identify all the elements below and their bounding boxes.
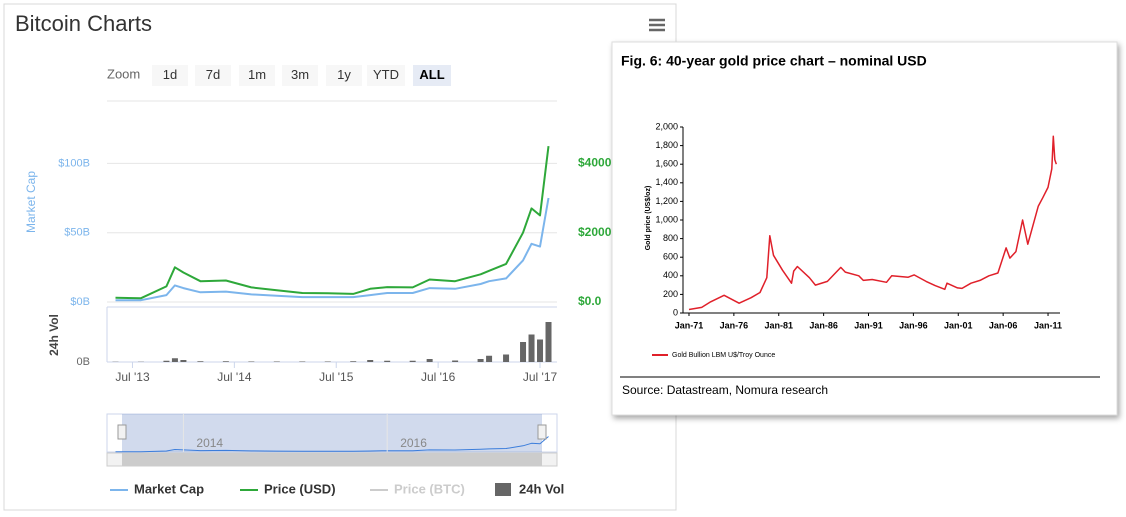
x-tick-label: Jul '13 xyxy=(115,370,150,384)
legend-label[interactable]: Price (USD) xyxy=(264,481,336,496)
gold-panel xyxy=(611,41,1118,416)
y3-axis-title: 24h Vol xyxy=(47,314,61,356)
vol-bar xyxy=(486,355,493,362)
y-tick-label: 600 xyxy=(663,252,678,262)
zoom-button-label[interactable]: 1m xyxy=(248,67,266,82)
navigator-handle[interactable] xyxy=(537,424,547,440)
x-tick-label: Jan-01 xyxy=(944,320,973,330)
vol-bar xyxy=(197,361,204,362)
y-tick-label: 200 xyxy=(663,289,678,299)
x-tick-label: Jan-71 xyxy=(675,320,704,330)
vol-bar xyxy=(171,358,178,362)
y-tick-label: 2,000 xyxy=(655,121,678,131)
zoom-button[interactable] xyxy=(367,65,405,86)
x-tick-label: Jan-81 xyxy=(764,320,793,330)
legend-label[interactable]: 24h Vol xyxy=(519,481,564,496)
y-tick-label: $100B xyxy=(58,157,90,169)
navigator-tick-label: 2014 xyxy=(196,436,223,450)
vol-bar xyxy=(503,354,510,362)
y-axis-title: Gold price (US$/oz) xyxy=(645,186,652,251)
vol-bar xyxy=(545,322,552,362)
x-tick-label: Jan-76 xyxy=(720,320,749,330)
vol-bar xyxy=(384,360,391,362)
vol-bar xyxy=(163,360,170,362)
vol-bar xyxy=(324,361,331,362)
legend-label: Gold Bullion LBM U$/Troy Ounce xyxy=(672,352,775,359)
zoom-button[interactable] xyxy=(413,65,451,86)
series-line xyxy=(115,145,550,300)
vol-bar xyxy=(528,334,535,362)
y-tick-label: $0B xyxy=(70,296,90,308)
x-tick-label: Jul '16 xyxy=(421,370,456,384)
zoom-button[interactable] xyxy=(195,65,231,86)
vol-bar xyxy=(426,359,433,362)
vol-bar xyxy=(273,361,280,362)
x-tick-label: Jan-11 xyxy=(1034,320,1062,330)
zoom-button[interactable] xyxy=(152,65,188,86)
navigator-line xyxy=(115,436,549,453)
vol-bar xyxy=(537,339,544,362)
legend-label[interactable]: Price (BTC) xyxy=(394,481,465,496)
y-tick-label: 0 xyxy=(673,307,678,317)
menu-icon[interactable] xyxy=(649,18,665,32)
navigator-tick-label: 2016 xyxy=(400,436,427,450)
y-tick-label: 1,000 xyxy=(655,214,678,224)
navigator-handle[interactable] xyxy=(117,424,127,440)
zoom-button-label[interactable]: 3m xyxy=(291,67,309,82)
x-tick-label: Jul '15 xyxy=(319,370,354,384)
zoom-button-label[interactable]: YTD xyxy=(373,67,399,82)
y2-tick-label: $4000 xyxy=(578,156,612,170)
y-tick-label: $50B xyxy=(64,227,90,239)
vol-bar xyxy=(180,360,187,362)
x-tick-label: Jan-96 xyxy=(899,320,928,330)
chart-title: Fig. 6: 40-year gold price chart – nomin… xyxy=(621,53,927,69)
vol-bar xyxy=(248,361,255,362)
vol-bar xyxy=(367,360,374,362)
x-tick-label: Jan-91 xyxy=(854,320,883,330)
zoom-button-label[interactable]: 1d xyxy=(163,67,177,82)
vol-bar xyxy=(299,361,306,362)
scrollbar-thumb[interactable] xyxy=(122,453,542,466)
vol-bar xyxy=(452,360,459,362)
y-tick-label: 1,800 xyxy=(655,140,678,150)
y-axis-title: Market Cap xyxy=(24,171,38,233)
series-line xyxy=(115,197,550,302)
zoom-button[interactable] xyxy=(326,65,362,86)
zoom-button[interactable] xyxy=(239,65,275,86)
x-tick-label: Jul '14 xyxy=(217,370,252,384)
x-tick-label: Jan-06 xyxy=(989,320,1018,330)
y-tick-label: 1,600 xyxy=(655,159,678,169)
zoom-button-label[interactable]: 7d xyxy=(206,67,220,82)
x-tick-label: Jul '17 xyxy=(523,370,558,384)
y-tick-label: 400 xyxy=(663,270,678,280)
legend-swatch xyxy=(495,483,511,496)
y3-tick-label: 0B xyxy=(77,356,90,368)
zoom-button[interactable] xyxy=(282,65,318,86)
zoom-label: Zoom xyxy=(107,66,140,81)
vol-bar xyxy=(350,361,357,362)
legend-label[interactable]: Market Cap xyxy=(134,481,204,496)
y2-tick-label: $2000 xyxy=(578,225,612,239)
zoom-button-label[interactable]: ALL xyxy=(419,67,444,82)
y2-tick-label: $0.0 xyxy=(578,294,602,308)
vol-bar xyxy=(520,342,527,362)
zoom-button-label[interactable]: 1y xyxy=(337,67,351,82)
y-tick-label: 800 xyxy=(663,233,678,243)
vol-bar xyxy=(222,361,229,362)
series-line xyxy=(688,135,1058,311)
x-tick-label: Jan-86 xyxy=(809,320,838,330)
navigator xyxy=(106,413,558,453)
navigator-selection xyxy=(122,414,542,452)
vol-bar xyxy=(477,359,484,362)
source: Source: Datastream, Nomura research xyxy=(622,383,828,397)
vol-bar xyxy=(409,360,416,362)
chart-title: Bitcoin Charts xyxy=(15,11,152,36)
y-tick-label: 1,200 xyxy=(655,196,678,206)
y-tick-label: 1,400 xyxy=(655,177,678,187)
